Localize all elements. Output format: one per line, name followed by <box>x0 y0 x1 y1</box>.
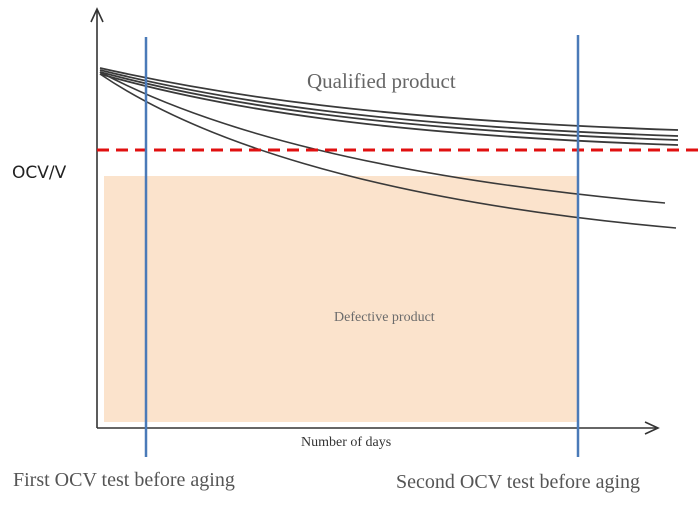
second-test-label: Second OCV test before aging <box>396 471 640 493</box>
qualified-curve-4 <box>99 73 679 146</box>
defective-curve-1 <box>99 71 666 204</box>
qualified-curve-2 <box>99 69 679 137</box>
qualified-curve-1 <box>99 67 679 131</box>
first-test-label: First OCV test before aging <box>13 469 235 491</box>
y-axis-arrow <box>90 7 104 23</box>
x-axis-label: Number of days <box>301 435 391 450</box>
defective-region <box>104 176 578 422</box>
qualified-product-label: Qualified product <box>307 69 456 93</box>
x-axis-arrow <box>644 421 660 435</box>
axes <box>90 7 660 435</box>
defective-product-label: Defective product <box>334 310 435 325</box>
ocv-curves <box>99 67 679 229</box>
defective-curve-2 <box>99 73 677 229</box>
qualified-curve-3 <box>99 71 679 141</box>
y-axis-label: OCV/V <box>12 163 67 183</box>
